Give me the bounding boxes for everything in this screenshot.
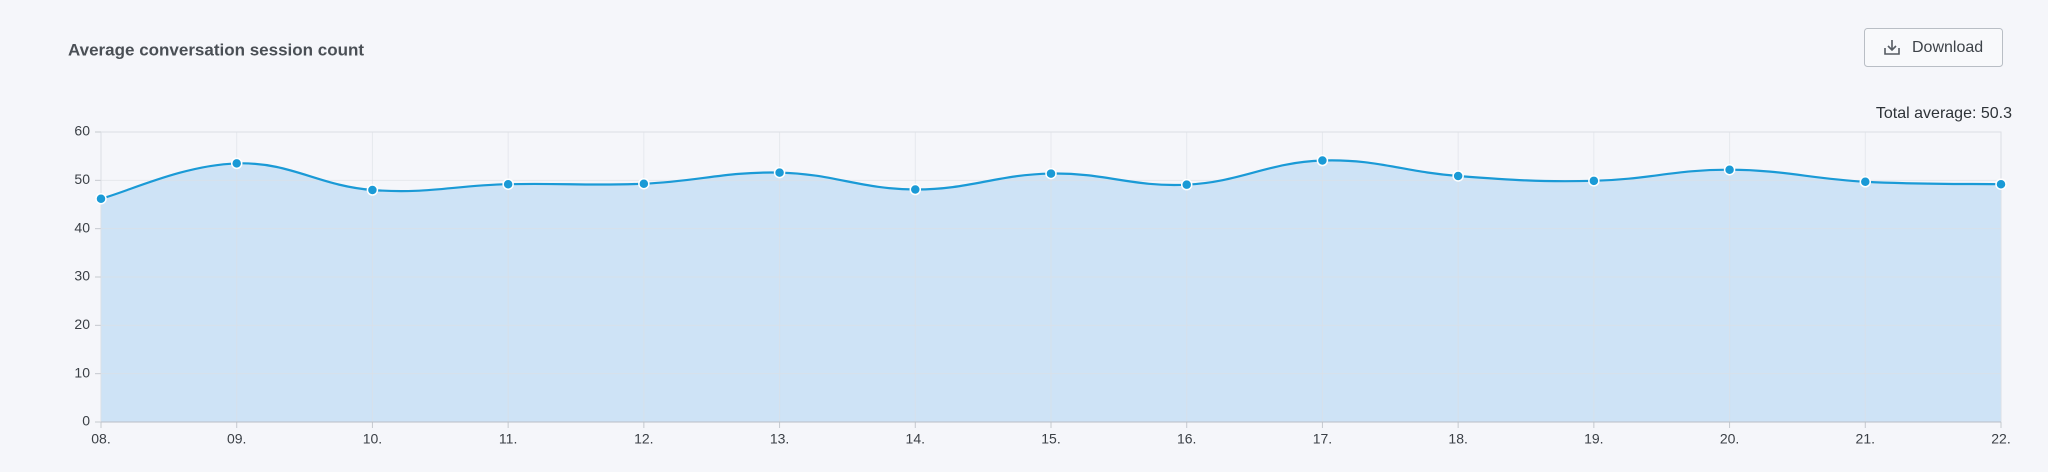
data-point [1452,170,1464,182]
data-point [95,192,107,205]
x-tick-label: 19. [1584,431,1603,447]
data-point [1995,178,2007,190]
x-tick-label: 11. [499,431,517,447]
x-tick-label: 22. [1991,431,2010,447]
x-tick-label: 17. [1313,431,1332,447]
download-icon [1884,40,1900,55]
download-button[interactable]: Download [1864,28,2003,67]
data-point [1316,154,1329,167]
x-tick-label: 09. [227,431,246,447]
x-tick-label: 15. [1041,431,1060,447]
x-tick-label: 21. [1856,431,1875,447]
y-tick-label: 0 [82,413,90,429]
x-tick-label: 18. [1448,431,1467,447]
chart-title: Average conversation session count [68,40,364,59]
y-tick-label: 40 [74,219,90,235]
x-tick-label: 14. [906,431,925,447]
download-button-frame[interactable] [1864,28,2003,67]
x-tick-label: 08. [91,431,110,447]
data-point [1180,178,1193,191]
data-point [502,178,514,190]
data-point [909,183,922,196]
y-tick-label: 50 [74,171,90,187]
data-point [638,177,650,190]
data-point [773,166,786,179]
data-point [366,184,379,196]
y-tick-label: 10 [74,364,90,380]
data-point [1045,167,1057,180]
data-point [1723,163,1736,176]
total-average: Total average: 50.3 [1876,105,2012,122]
x-tick-label: 13. [770,431,789,447]
x-tick-label: 16. [1177,431,1196,447]
y-tick-label: 60 [74,123,90,139]
y-tick-label: 20 [74,316,90,332]
data-point [230,157,243,170]
x-tick-label: 12. [634,431,653,447]
download-label[interactable]: Download [1912,39,1983,56]
data-point [1588,175,1600,187]
data-point [1859,176,1872,188]
x-tick-label: 10. [363,431,382,447]
y-tick-label: 30 [74,268,90,284]
x-tick-label: 20. [1720,431,1739,447]
